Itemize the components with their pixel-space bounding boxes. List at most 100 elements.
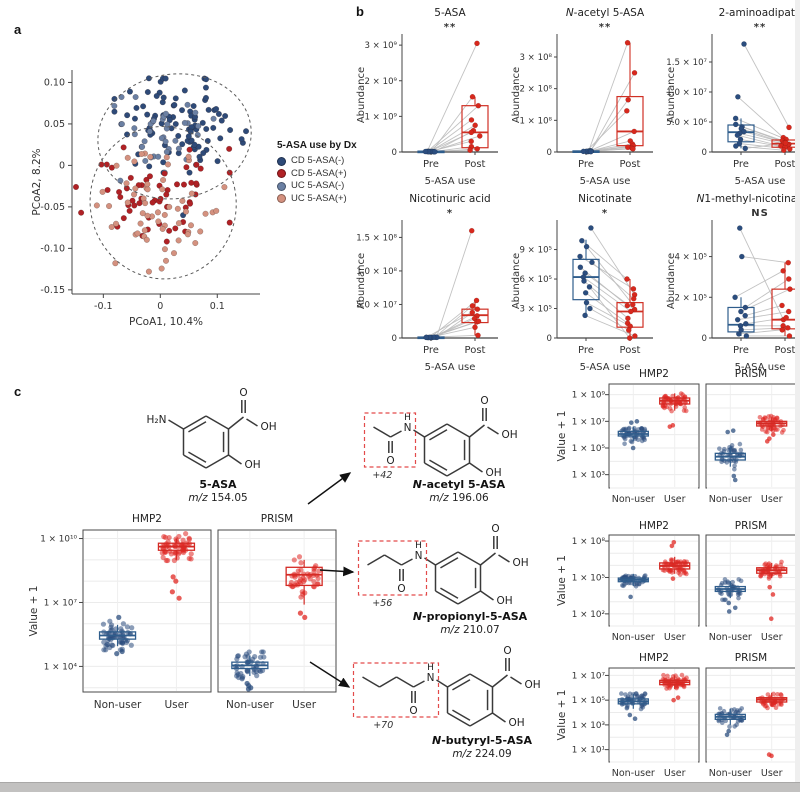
svg-text:N-acetyl 5-ASA: N-acetyl 5-ASA	[566, 7, 645, 19]
svg-text:Value + 1: Value + 1	[556, 411, 568, 462]
boxplot-n-acetyl-5asa-svg: N-acetyl 5-ASA ** Abundance 3 × 10⁸ 2 × 10⁸ 1…	[511, 7, 653, 187]
window-right-edge	[795, 0, 800, 792]
panel-c-label: c	[14, 384, 22, 399]
svg-text:-0.05: -0.05	[40, 202, 65, 213]
svg-text:**: **	[754, 22, 766, 33]
svg-text:2-aminoadipate: 2-aminoadipate	[719, 7, 800, 19]
svg-text:Post: Post	[620, 159, 641, 170]
svg-text:User: User	[761, 632, 783, 643]
boxplot-nicotinuric-acid-svg: Nicotinuric acid * Abundance 1.5 × 10⁸ 1.0 ×…	[356, 193, 498, 373]
facet-boxplot-n-propionyl: Value + 1 1 × 10⁸ 1 × 10⁵ 1 × 10² HMP2 Non-us…	[555, 520, 800, 654]
svg-text:Nicotinuric acid: Nicotinuric acid	[409, 193, 490, 205]
structure-n-butyryl-5asa: O OH OH N H O +70 N-butyryl-5-ASA m/z 224.09	[346, 645, 564, 768]
svg-text:OH: OH	[486, 467, 502, 479]
svg-text:User: User	[761, 494, 783, 505]
panel-b-label: b	[356, 4, 364, 19]
svg-text:O: O	[491, 523, 499, 535]
svg-text:m/z 154.05: m/z 154.05	[188, 492, 247, 504]
svg-text:N1-methyl-nicotinamide: N1-methyl-nicotinamide	[697, 193, 800, 205]
svg-text:1.0 × 10⁸: 1.0 × 10⁸	[356, 267, 397, 277]
window-bottom-edge	[0, 782, 800, 792]
svg-text:1 × 10²: 1 × 10²	[572, 610, 605, 620]
svg-text:1 × 10³: 1 × 10³	[572, 471, 606, 481]
svg-text:5-ASA use: 5-ASA use	[735, 362, 786, 373]
svg-text:0: 0	[392, 148, 397, 158]
svg-text:5.0 × 10⁶: 5.0 × 10⁶	[666, 118, 707, 128]
svg-text:Abundance: Abundance	[356, 67, 367, 123]
svg-text:Abundance: Abundance	[666, 67, 677, 123]
svg-text:PRISM: PRISM	[735, 652, 767, 664]
svg-text:Non-user: Non-user	[612, 494, 655, 505]
svg-text:3 × 10⁹: 3 × 10⁹	[364, 41, 397, 51]
svg-text:1 × 10⁷: 1 × 10⁷	[572, 671, 606, 681]
svg-text:*: *	[447, 208, 453, 219]
svg-text:1 × 10⁷: 1 × 10⁷	[572, 417, 606, 427]
legend-item-uc-neg: UC 5-ASA(-)	[277, 180, 407, 193]
svg-text:m/z 210.07: m/z 210.07	[440, 624, 499, 636]
structure-n-propionyl-5asa: O OH OH N H O +56 N-propionyl-5-ASA m/z 210.07	[350, 523, 562, 642]
scatter-points	[72, 75, 250, 275]
svg-text:OH: OH	[525, 679, 541, 691]
svg-text:H: H	[427, 663, 434, 673]
svg-text:3 × 10⁵: 3 × 10⁵	[519, 305, 552, 315]
svg-text:Post: Post	[465, 345, 486, 356]
svg-text:O: O	[409, 705, 417, 717]
legend-label: CD 5-ASA(-)	[291, 155, 345, 166]
facet-boxplot-5asa-abundance-svg: Value + 1 1 × 10¹⁰ 1 × 10⁷ 1 × 10⁴ HMP2 Non-u…	[28, 513, 337, 711]
svg-text:Non-user: Non-user	[709, 494, 752, 505]
svg-text:OH: OH	[509, 717, 525, 729]
facet-boxplot-n-acetyl: Value + 1 1 × 10⁹ 1 × 10⁷ 1 × 10⁵ 1 × 10³ HMP…	[555, 368, 800, 520]
svg-text:2 × 10⁵: 2 × 10⁵	[674, 293, 707, 303]
svg-text:Value + 1: Value + 1	[556, 690, 568, 741]
svg-text:HMP2: HMP2	[639, 368, 669, 380]
svg-text:0: 0	[547, 334, 552, 344]
svg-text:1.0 × 10⁷: 1.0 × 10⁷	[666, 88, 707, 98]
svg-text:Pre: Pre	[578, 345, 594, 356]
svg-text:Pre: Pre	[733, 159, 749, 170]
svg-text:Non-user: Non-user	[612, 768, 655, 779]
svg-text:1 × 10³: 1 × 10³	[572, 721, 606, 731]
svg-text:Value + 1: Value + 1	[556, 555, 568, 606]
svg-text:9 × 10⁵: 9 × 10⁵	[519, 246, 552, 256]
svg-text:User: User	[292, 699, 317, 711]
svg-text:N: N	[404, 422, 412, 434]
panel-a-label: a	[14, 22, 22, 37]
boxplot-5asa-svg: 5-ASA ** Abundance 3 × 10⁹ 2 × 10⁹ 1 × 10⁹ 0 Pr…	[356, 7, 498, 187]
svg-text:Pre: Pre	[423, 159, 439, 170]
svg-text:User: User	[761, 768, 783, 779]
arrow-to-butyryl-icon	[309, 661, 351, 688]
svg-text:2 × 10⁸: 2 × 10⁸	[519, 85, 552, 95]
svg-text:1 × 10⁵: 1 × 10⁵	[572, 444, 606, 454]
svg-text:Post: Post	[620, 345, 641, 356]
svg-text:-0.10: -0.10	[40, 243, 65, 254]
svg-text:PRISM: PRISM	[735, 368, 767, 380]
svg-text:H₂N: H₂N	[147, 414, 167, 426]
svg-text:6 × 10⁵: 6 × 10⁵	[519, 275, 552, 285]
legend-item-cd-pos: CD 5-ASA(+)	[277, 168, 407, 181]
svg-text:OH: OH	[513, 557, 529, 569]
svg-text:+42: +42	[372, 470, 392, 481]
arrow-to-acetyl-icon	[307, 472, 352, 505]
paired-points	[423, 227, 482, 341]
legend-label: UC 5-ASA(-)	[291, 180, 345, 191]
boxplot-5asa: 5-ASA ** Abundance 3 × 10⁹ 2 × 10⁹ 1 × 10⁹ 0 Pr…	[352, 2, 504, 190]
svg-text:PCoA2, 8.2%: PCoA2, 8.2%	[31, 148, 43, 215]
paired-points	[577, 225, 638, 341]
svg-text:2 × 10⁹: 2 × 10⁹	[364, 77, 397, 87]
legend-title: 5-ASA use by Dx	[277, 140, 357, 151]
jitter-points	[757, 559, 786, 622]
pcoa-scatter-plot: 0.10 0.05 0 -0.05 -0.10 -0.15 -0.1 0 0.1 PCoA1, 1…	[28, 42, 333, 334]
svg-text:HMP2: HMP2	[639, 520, 669, 532]
svg-text:Pre: Pre	[733, 345, 749, 356]
legend-dot-uc-neg-icon	[277, 181, 286, 191]
svg-text:Post: Post	[465, 159, 486, 170]
svg-text:*: *	[602, 208, 608, 219]
structure-n-acetyl-5asa: O OH OH N H O +42 N-acetyl 5-ASA m/z 196.06	[352, 395, 557, 512]
svg-text:3 × 10⁸: 3 × 10⁸	[519, 53, 552, 63]
facet-boxplot-n-butyryl-svg: Value + 1 1 × 10⁷ 1 × 10⁵ 1 × 10³ 1 × 10¹ HMP…	[556, 652, 797, 779]
